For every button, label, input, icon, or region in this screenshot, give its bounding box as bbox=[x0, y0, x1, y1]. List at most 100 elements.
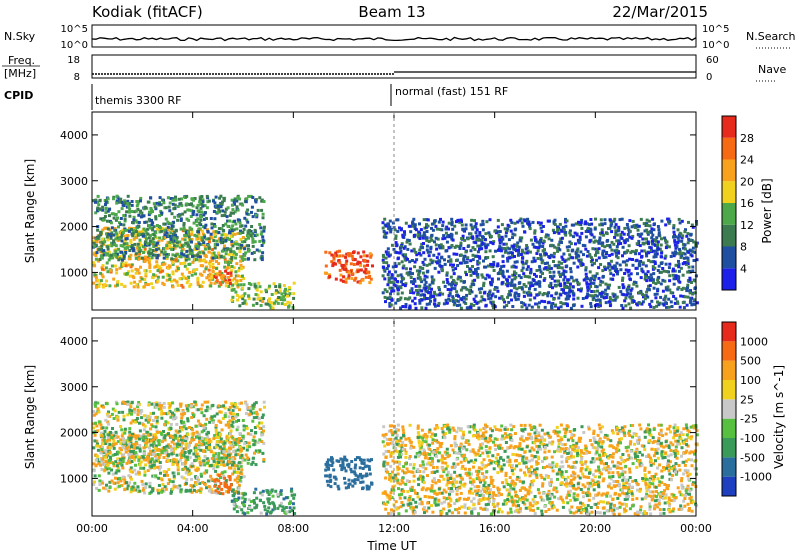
cell bbox=[122, 257, 126, 261]
cell bbox=[108, 254, 112, 258]
cell bbox=[553, 218, 557, 222]
cell bbox=[143, 269, 147, 273]
cell bbox=[485, 273, 489, 277]
cell bbox=[112, 440, 116, 443]
cell bbox=[232, 461, 236, 465]
cell bbox=[147, 224, 151, 228]
cell bbox=[178, 213, 182, 217]
cell bbox=[402, 277, 406, 281]
cell bbox=[543, 248, 546, 252]
cell bbox=[198, 460, 202, 464]
cell bbox=[343, 264, 346, 267]
cell bbox=[204, 267, 208, 271]
cell bbox=[162, 256, 166, 260]
cell bbox=[239, 224, 242, 228]
cell bbox=[590, 290, 594, 293]
cell bbox=[237, 439, 241, 443]
cell bbox=[106, 446, 110, 450]
cell bbox=[435, 293, 439, 297]
cell bbox=[218, 281, 222, 285]
cell bbox=[216, 487, 220, 491]
cell bbox=[499, 249, 503, 253]
cell bbox=[98, 207, 102, 211]
cell bbox=[184, 427, 188, 431]
cell bbox=[509, 251, 513, 255]
cell bbox=[443, 236, 447, 240]
cell bbox=[450, 283, 454, 287]
cell bbox=[217, 284, 221, 288]
cell bbox=[101, 237, 105, 241]
cell bbox=[657, 264, 661, 268]
cell bbox=[96, 236, 100, 240]
cell bbox=[258, 421, 262, 425]
cell bbox=[221, 209, 225, 213]
cell bbox=[205, 265, 208, 269]
cell bbox=[425, 230, 429, 233]
cell bbox=[221, 280, 225, 284]
cell bbox=[359, 255, 363, 259]
cell bbox=[687, 265, 691, 269]
cell bbox=[163, 434, 167, 438]
cell bbox=[213, 446, 217, 450]
cell bbox=[264, 288, 268, 292]
cell bbox=[146, 227, 150, 231]
cell bbox=[641, 270, 645, 274]
cell bbox=[196, 217, 200, 221]
cell bbox=[97, 203, 101, 207]
cell bbox=[164, 470, 168, 474]
cell bbox=[92, 240, 96, 244]
cell bbox=[513, 294, 517, 298]
cell bbox=[229, 271, 233, 275]
cell bbox=[101, 264, 105, 268]
cell bbox=[677, 269, 681, 273]
cell bbox=[385, 267, 389, 270]
freq-unit-label: [MHz] bbox=[4, 67, 36, 80]
cell bbox=[138, 463, 142, 467]
cpid-panel: CPID themis 3300 RF normal (fast) 151 RF bbox=[4, 84, 508, 110]
cell bbox=[121, 410, 125, 414]
cell bbox=[180, 449, 184, 453]
cell bbox=[517, 248, 520, 252]
cell bbox=[221, 471, 225, 475]
cell bbox=[492, 269, 496, 272]
cell bbox=[182, 253, 186, 257]
cell bbox=[176, 472, 180, 476]
cell bbox=[180, 283, 184, 287]
cell bbox=[146, 232, 150, 236]
cell bbox=[655, 252, 659, 256]
cell bbox=[166, 454, 170, 458]
cell bbox=[173, 246, 177, 250]
cell bbox=[450, 223, 454, 227]
cell bbox=[157, 407, 161, 411]
cell bbox=[166, 235, 169, 238]
cell bbox=[201, 198, 205, 202]
cell bbox=[418, 269, 422, 273]
cell bbox=[481, 242, 485, 246]
cell bbox=[667, 245, 671, 249]
cell bbox=[593, 293, 597, 297]
cell bbox=[349, 270, 353, 274]
cell bbox=[609, 272, 613, 276]
cell bbox=[367, 270, 371, 274]
cell bbox=[589, 230, 593, 234]
cell bbox=[112, 442, 116, 446]
cell bbox=[506, 246, 510, 250]
cell bbox=[108, 214, 111, 218]
cell bbox=[648, 284, 652, 288]
cell bbox=[617, 242, 620, 246]
cell bbox=[156, 453, 160, 456]
cell bbox=[170, 279, 173, 283]
cell bbox=[458, 275, 462, 279]
cell bbox=[430, 238, 434, 242]
cell bbox=[438, 293, 442, 297]
cell bbox=[656, 240, 660, 244]
cell bbox=[656, 225, 660, 228]
cell bbox=[590, 263, 594, 267]
cell bbox=[134, 455, 138, 459]
cell bbox=[198, 284, 202, 288]
cell bbox=[158, 236, 162, 240]
cell bbox=[228, 411, 232, 415]
cell bbox=[189, 488, 193, 492]
cell bbox=[187, 403, 191, 407]
